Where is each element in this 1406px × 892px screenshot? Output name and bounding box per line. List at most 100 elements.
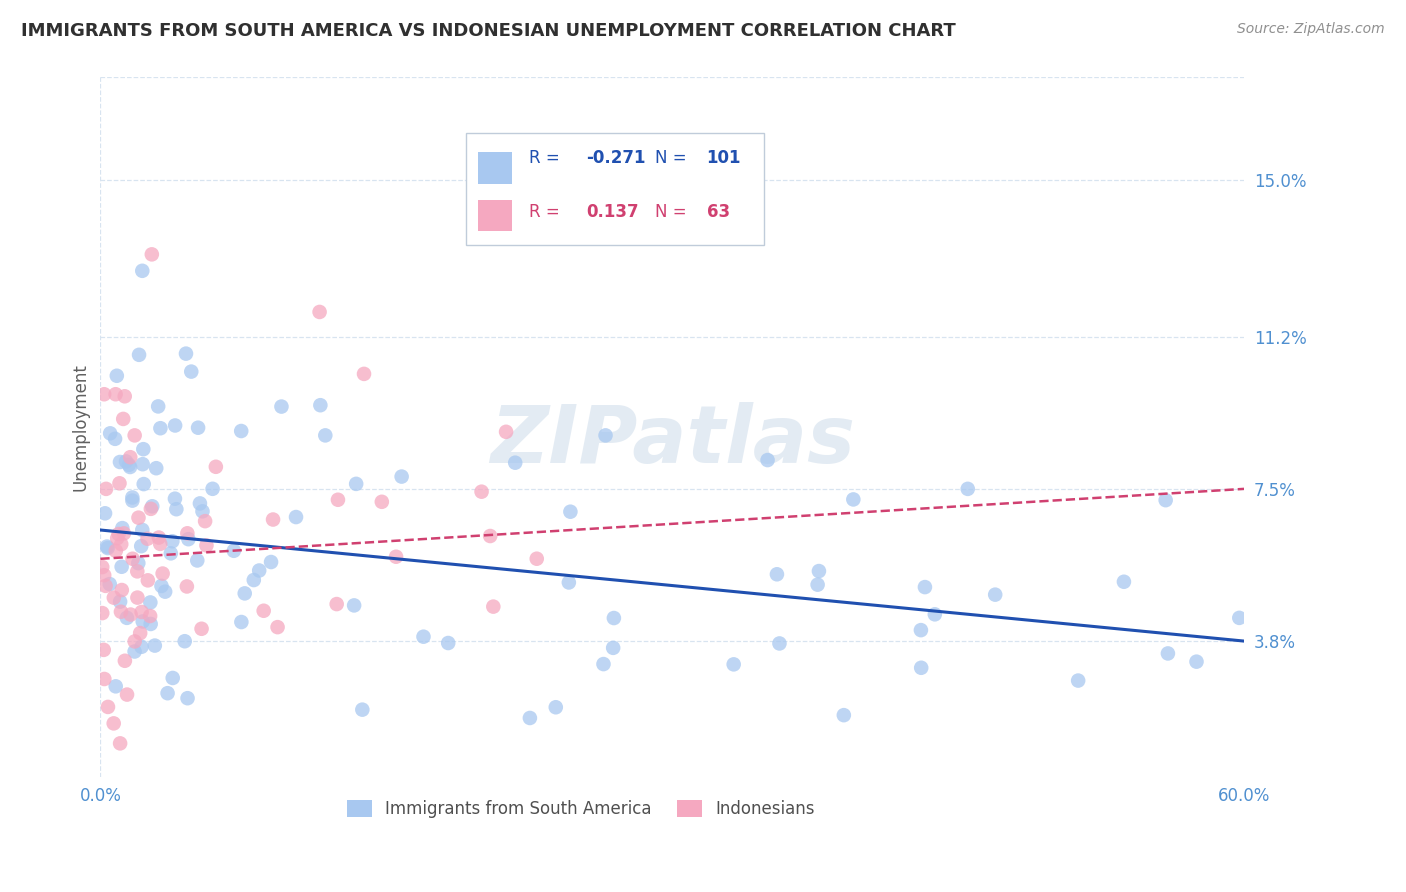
- Text: 63: 63: [707, 202, 730, 220]
- Point: [121, 491, 143, 505]
- Point: [128, 348, 150, 362]
- Point: [352, 703, 374, 717]
- Point: [131, 523, 153, 537]
- Point: [131, 640, 153, 654]
- Point: [110, 537, 132, 551]
- Text: R =: R =: [529, 149, 565, 167]
- Point: [96, 540, 118, 554]
- Text: 0.137: 0.137: [586, 202, 640, 220]
- Point: [111, 582, 134, 597]
- Point: [110, 605, 132, 619]
- Point: [176, 691, 198, 706]
- Point: [174, 346, 197, 360]
- Point: [104, 387, 127, 401]
- Point: [148, 531, 170, 545]
- Point: [159, 546, 181, 560]
- Point: [437, 636, 460, 650]
- Point: [114, 389, 136, 403]
- Point: [180, 365, 202, 379]
- Point: [412, 630, 434, 644]
- Point: [247, 564, 270, 578]
- Point: [120, 460, 142, 475]
- FancyBboxPatch shape: [467, 134, 763, 245]
- Point: [1157, 647, 1180, 661]
- Point: [129, 539, 152, 553]
- Point: [108, 594, 131, 608]
- Point: [136, 532, 159, 546]
- Point: [385, 549, 408, 564]
- Point: [544, 700, 567, 714]
- Legend: Immigrants from South America, Indonesians: Immigrants from South America, Indonesia…: [340, 793, 821, 824]
- Point: [343, 599, 366, 613]
- Point: [112, 412, 135, 426]
- Point: [344, 476, 367, 491]
- Point: [914, 580, 936, 594]
- Point: [165, 418, 187, 433]
- Point: [139, 595, 162, 609]
- Point: [910, 623, 932, 637]
- Point: [186, 553, 208, 567]
- Point: [231, 615, 253, 629]
- Point: [766, 567, 789, 582]
- Text: ZIPatlas: ZIPatlas: [489, 402, 855, 480]
- Point: [105, 531, 128, 545]
- Text: 101: 101: [707, 149, 741, 167]
- Point: [190, 622, 212, 636]
- Point: [984, 588, 1007, 602]
- Point: [471, 484, 494, 499]
- Point: [108, 736, 131, 750]
- Point: [115, 688, 138, 702]
- Point: [139, 609, 162, 624]
- Point: [148, 400, 170, 414]
- Point: [132, 615, 155, 629]
- Point: [97, 541, 120, 555]
- Point: [503, 456, 526, 470]
- Point: [127, 565, 149, 579]
- Point: [124, 428, 146, 442]
- Point: [98, 426, 121, 441]
- Point: [104, 543, 127, 558]
- Point: [120, 607, 142, 622]
- Point: [756, 453, 779, 467]
- Point: [127, 556, 149, 570]
- Point: [391, 469, 413, 483]
- Point: [94, 579, 117, 593]
- FancyBboxPatch shape: [478, 200, 512, 231]
- Point: [121, 493, 143, 508]
- Point: [131, 264, 153, 278]
- Point: [768, 636, 790, 650]
- FancyBboxPatch shape: [478, 153, 512, 184]
- Point: [1154, 493, 1177, 508]
- Point: [560, 505, 582, 519]
- Point: [91, 606, 114, 620]
- Point: [139, 617, 162, 632]
- Point: [270, 400, 292, 414]
- Text: R =: R =: [529, 202, 565, 220]
- Point: [129, 626, 152, 640]
- Point: [93, 568, 115, 582]
- Point: [97, 700, 120, 714]
- Point: [205, 459, 228, 474]
- Point: [842, 492, 865, 507]
- Point: [143, 639, 166, 653]
- Point: [495, 425, 517, 439]
- Point: [136, 574, 159, 588]
- Point: [956, 482, 979, 496]
- Point: [131, 605, 153, 619]
- Point: [187, 420, 209, 434]
- Point: [479, 529, 502, 543]
- Point: [1227, 611, 1250, 625]
- Point: [195, 538, 218, 552]
- Point: [162, 534, 184, 549]
- Point: [127, 591, 149, 605]
- Point: [145, 461, 167, 475]
- Point: [162, 671, 184, 685]
- Point: [222, 543, 245, 558]
- Point: [201, 482, 224, 496]
- Point: [111, 559, 134, 574]
- Point: [98, 577, 121, 591]
- Point: [163, 491, 186, 506]
- Point: [124, 634, 146, 648]
- Point: [141, 500, 163, 514]
- Point: [114, 654, 136, 668]
